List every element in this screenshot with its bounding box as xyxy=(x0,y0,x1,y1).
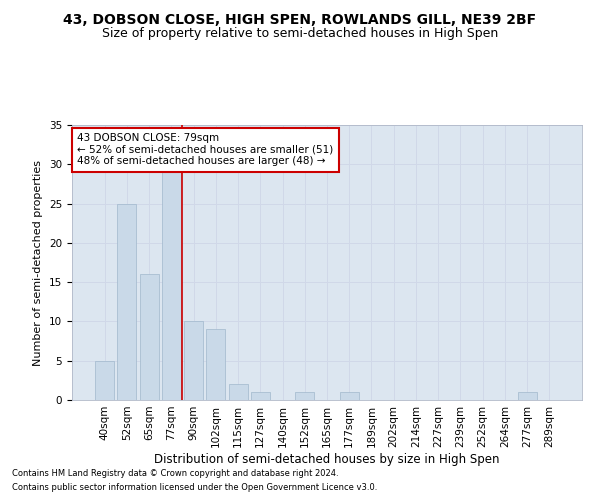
Bar xyxy=(140,274,158,400)
X-axis label: Distribution of semi-detached houses by size in High Spen: Distribution of semi-detached houses by … xyxy=(154,452,500,466)
Bar xyxy=(340,392,359,400)
Bar xyxy=(95,360,114,400)
Bar xyxy=(229,384,248,400)
Bar xyxy=(184,322,203,400)
Text: 43 DOBSON CLOSE: 79sqm
← 52% of semi-detached houses are smaller (51)
48% of sem: 43 DOBSON CLOSE: 79sqm ← 52% of semi-det… xyxy=(77,133,334,166)
Bar xyxy=(118,204,136,400)
Text: 43, DOBSON CLOSE, HIGH SPEN, ROWLANDS GILL, NE39 2BF: 43, DOBSON CLOSE, HIGH SPEN, ROWLANDS GI… xyxy=(64,12,536,26)
Text: Contains HM Land Registry data © Crown copyright and database right 2024.: Contains HM Land Registry data © Crown c… xyxy=(12,468,338,477)
Text: Size of property relative to semi-detached houses in High Spen: Size of property relative to semi-detach… xyxy=(102,28,498,40)
Y-axis label: Number of semi-detached properties: Number of semi-detached properties xyxy=(34,160,43,366)
Text: Contains public sector information licensed under the Open Government Licence v3: Contains public sector information licen… xyxy=(12,484,377,492)
Bar xyxy=(295,392,314,400)
Bar xyxy=(518,392,536,400)
Bar xyxy=(206,330,225,400)
Bar xyxy=(251,392,270,400)
Bar xyxy=(162,172,181,400)
